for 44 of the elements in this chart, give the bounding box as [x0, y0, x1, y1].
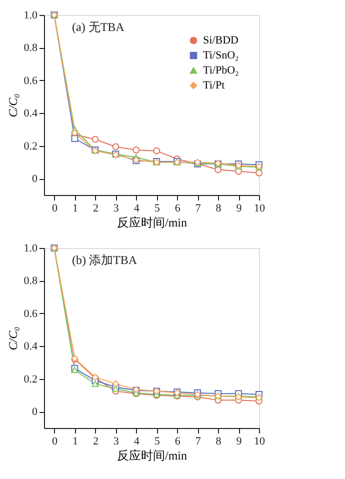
x-tick-label: 8 — [216, 202, 222, 214]
x-tick-label: 9 — [236, 436, 242, 448]
y-tick-label: 0.4 — [24, 340, 38, 353]
x-tick-label: 4 — [134, 436, 140, 448]
legend-label: Ti/Pt — [203, 80, 225, 92]
legend-label: Ti/PbO₂ — [203, 64, 240, 76]
y-tick-label: 0 — [32, 406, 38, 418]
x-tick-label: 9 — [236, 202, 242, 214]
x-tick-label: 7 — [195, 202, 202, 214]
x-axis-title: 反应时间/min — [116, 448, 188, 462]
x-tick-label: 6 — [174, 436, 181, 448]
y-tick-label: 1.0 — [24, 10, 38, 22]
x-tick-label: 10 — [254, 436, 266, 448]
chart-title: (b) 添加TBA — [72, 253, 138, 267]
x-tick-label: 7 — [195, 436, 202, 448]
y-tick-label: 0.4 — [24, 108, 38, 120]
y-tick-label: 0.6 — [24, 308, 38, 320]
x-tick-label: 10 — [254, 202, 266, 214]
y-tick-label: 0.2 — [24, 140, 38, 152]
x-tick-label: 2 — [92, 202, 98, 214]
y-tick-label: 0 — [32, 173, 38, 186]
x-tick-label: 0 — [52, 436, 58, 448]
legend-label: Ti/SnO₂ — [203, 50, 240, 62]
x-tick-label: 8 — [216, 436, 222, 448]
x-tick-label: 6 — [174, 202, 181, 214]
x-tick-label: 5 — [154, 202, 160, 214]
y-tick-label: 0.8 — [24, 275, 38, 288]
legend-label: Si/BDD — [203, 34, 239, 46]
x-tick-label: 3 — [113, 202, 120, 214]
x-tick-label: 1 — [72, 202, 78, 214]
chart-title: (a) 无TBA — [72, 20, 125, 34]
y-tick-label: 0.2 — [24, 373, 38, 386]
y-tick-label: 1.0 — [24, 242, 38, 254]
y-tick-label: 0.6 — [24, 74, 38, 87]
x-tick-label: 5 — [154, 436, 160, 448]
x-tick-label: 2 — [92, 436, 98, 448]
y-axis-title: C/C₀ — [6, 94, 20, 118]
x-tick-label: 3 — [113, 436, 120, 448]
y-axis-title: C/C₀ — [6, 326, 20, 350]
x-tick-label: 1 — [72, 436, 78, 448]
x-tick-label: 0 — [52, 202, 58, 214]
y-tick-label: 0.8 — [24, 42, 38, 54]
x-tick-label: 4 — [134, 202, 140, 214]
x-axis-title: 反应时间/min — [116, 216, 188, 230]
